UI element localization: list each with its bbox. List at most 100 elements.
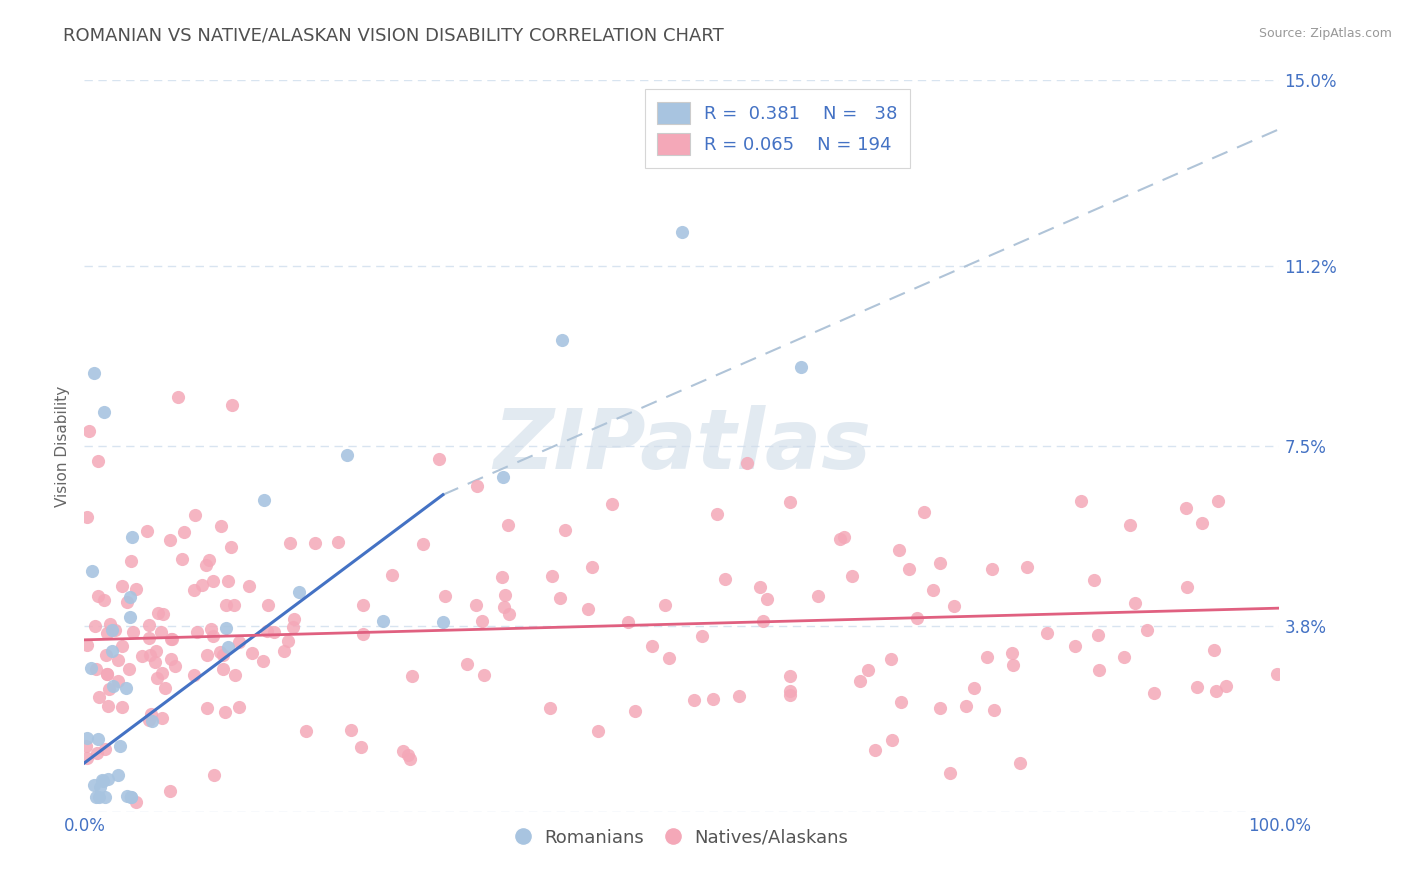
Point: [1123, 596, 1146, 610]
Point: [221, 398, 243, 412]
Point: [121, 625, 143, 640]
Point: [215, 599, 238, 613]
Point: [98, 681, 121, 696]
Point: [492, 470, 515, 484]
Point: [219, 540, 242, 554]
Point: [124, 582, 146, 596]
Point: [148, 606, 170, 620]
Point: [491, 570, 513, 584]
Point: [159, 652, 181, 666]
Point: [125, 795, 148, 809]
Point: [94, 648, 117, 662]
Point: [263, 625, 285, 640]
Point: [1175, 580, 1198, 594]
Point: [1135, 624, 1157, 638]
Point: [97, 698, 120, 713]
Point: [706, 507, 728, 521]
Point: [427, 452, 450, 467]
Point: [110, 739, 132, 754]
Point: [202, 768, 225, 782]
Point: [373, 614, 395, 628]
Point: [104, 624, 127, 638]
Point: [89, 790, 111, 805]
Point: [1017, 560, 1039, 574]
Point: [138, 632, 160, 646]
Point: [581, 560, 603, 574]
Point: [882, 733, 904, 747]
Point: [658, 651, 681, 665]
Point: [540, 569, 562, 583]
Point: [209, 645, 232, 659]
Point: [1070, 494, 1092, 508]
Point: [118, 590, 141, 604]
Point: [146, 671, 169, 685]
Point: [880, 652, 903, 666]
Point: [111, 700, 134, 714]
Point: [496, 518, 519, 533]
Point: [889, 542, 911, 557]
Point: [288, 584, 311, 599]
Point: [465, 598, 488, 612]
Point: [928, 700, 950, 714]
Point: [671, 225, 693, 239]
Point: [98, 617, 121, 632]
Point: [807, 589, 830, 603]
Point: [554, 523, 576, 537]
Point: [277, 634, 299, 648]
Point: [398, 752, 420, 766]
Point: [114, 681, 136, 695]
Point: [1265, 666, 1288, 681]
Point: [145, 644, 167, 658]
Point: [498, 607, 520, 622]
Point: [912, 505, 935, 519]
Point: [1064, 639, 1087, 653]
Point: [256, 598, 278, 612]
Point: [194, 558, 217, 572]
Point: [131, 648, 153, 663]
Point: [256, 624, 278, 638]
Point: [117, 662, 139, 676]
Point: [217, 640, 239, 655]
Point: [183, 508, 205, 523]
Point: [87, 732, 110, 747]
Point: [224, 667, 246, 681]
Point: [76, 731, 98, 745]
Point: [86, 453, 108, 467]
Point: [856, 663, 879, 677]
Point: [1083, 573, 1105, 587]
Point: [183, 668, 205, 682]
Point: [80, 564, 103, 578]
Point: [600, 497, 623, 511]
Point: [976, 649, 998, 664]
Point: [87, 690, 110, 705]
Point: [1035, 626, 1057, 640]
Y-axis label: Vision Disability: Vision Disability: [55, 385, 70, 507]
Point: [173, 524, 195, 539]
Point: [898, 562, 921, 576]
Point: [828, 533, 851, 547]
Point: [1087, 663, 1109, 677]
Point: [586, 724, 609, 739]
Point: [91, 774, 114, 789]
Point: [841, 569, 863, 583]
Point: [83, 366, 105, 380]
Point: [1008, 756, 1031, 770]
Point: [121, 530, 143, 544]
Point: [779, 683, 801, 698]
Point: [139, 707, 162, 722]
Point: [101, 679, 124, 693]
Point: [905, 610, 928, 624]
Point: [165, 658, 187, 673]
Point: [186, 624, 208, 639]
Point: [702, 691, 724, 706]
Point: [160, 632, 183, 646]
Point: [278, 536, 301, 550]
Point: [849, 674, 872, 689]
Point: [1215, 679, 1237, 693]
Point: [1185, 680, 1208, 694]
Point: [457, 657, 479, 671]
Point: [682, 692, 704, 706]
Point: [779, 668, 801, 682]
Point: [863, 743, 886, 757]
Point: [80, 661, 103, 675]
